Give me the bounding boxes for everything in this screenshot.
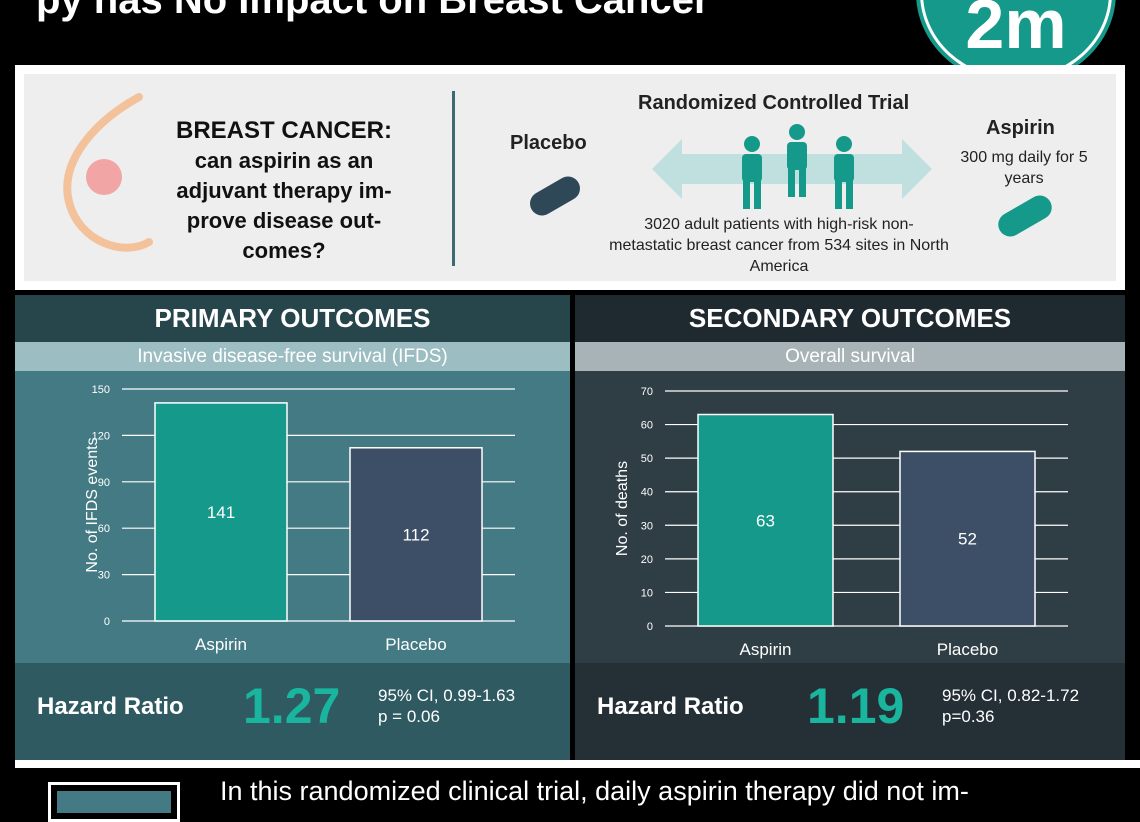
- y-tick-label: 60: [98, 523, 110, 535]
- aspirin-dose: 300 mg daily for 5 years: [960, 149, 1088, 187]
- y-tick-label: 120: [92, 430, 110, 442]
- data-label: 112: [402, 525, 429, 544]
- conclusion-band: [65, 768, 1140, 818]
- question: BREAST CANCER: can aspirin as an adjuvant…: [176, 117, 392, 263]
- page-title: py has No Impact on Breast Cancer: [36, 0, 710, 22]
- x-tick-label: Placebo: [937, 640, 998, 659]
- x-tick-label: Placebo: [385, 635, 446, 654]
- y-tick-label: 0: [647, 621, 653, 633]
- secondary-subtitle: Overall survival: [575, 342, 1125, 371]
- y-tick-label: 0: [104, 616, 110, 628]
- hr-value: 1.27: [243, 678, 341, 734]
- data-label: 52: [958, 530, 977, 549]
- secondary-outcomes-panel: SECONDARY OUTCOMES Overall survival 0 10 2…: [575, 295, 1125, 760]
- y-tick-label: 40: [641, 487, 653, 499]
- y-tick-label: 150: [92, 384, 110, 396]
- divider: [452, 91, 455, 266]
- x-tick-label: Aspirin: [740, 640, 792, 659]
- placebo-pill-icon: [530, 176, 580, 216]
- hr-label: Hazard Ratio: [37, 693, 184, 720]
- y-axis-label: No. of IFDS events: [84, 437, 101, 572]
- bar-aspirin: [697, 413, 834, 627]
- breast-icon: [63, 93, 153, 252]
- primary-outcomes-panel: PRIMARY OUTCOMES Invasive disease-free s…: [15, 295, 570, 760]
- y-tick-label: 60: [641, 420, 653, 432]
- y-tick-label: 50: [641, 453, 653, 465]
- logo-text: 2m: [965, 0, 1067, 63]
- primary-chart: 0 30 60 90 120 150 No. of IFDS events 141 Aspiri…: [84, 384, 515, 654]
- hr-label: Hazard Ratio: [597, 693, 744, 720]
- hr-ci: 95% CI, 0.82-1.72 p=0.36: [942, 686, 1080, 726]
- y-tick-label: 70: [641, 386, 653, 398]
- y-axis-label: No. of deaths: [614, 461, 631, 556]
- hr-value: 1.19: [807, 678, 905, 734]
- y-tick-label: 90: [98, 477, 110, 489]
- conclusion-text: In this randomized clinical trial, daily…: [220, 776, 969, 806]
- conclusion-icon: [48, 782, 180, 822]
- intro-panel: BREAST CANCER: can aspirin as an adjuvant…: [15, 65, 1125, 290]
- y-tick-label: 20: [641, 554, 653, 566]
- bar-placebo: [899, 450, 1036, 627]
- placebo-label: Placebo: [510, 132, 587, 154]
- secondary-chart: 0 10 20 30 40 50 60 70 No. of deaths 63 Aspirin 52 P…: [614, 386, 1068, 659]
- hr-ci: 95% CI, 0.99-1.63 p = 0.06: [378, 686, 516, 726]
- trial-label: Randomized Controlled Trial: [638, 92, 910, 114]
- population-text: 3020 adult patients with high-risk non-m…: [609, 216, 949, 275]
- divider: [15, 760, 1140, 768]
- bar-placebo: [349, 447, 483, 622]
- people-arrow-icon: [652, 124, 932, 209]
- aspirin-label: Aspirin: [986, 117, 1055, 139]
- data-label: 141: [207, 503, 235, 522]
- y-tick-label: 10: [641, 587, 653, 599]
- y-tick-label: 30: [641, 520, 653, 532]
- aspirin-pill-icon: [998, 195, 1052, 237]
- secondary-title: SECONDARY OUTCOMES: [575, 295, 1125, 342]
- bar-aspirin: [154, 402, 288, 622]
- primary-subtitle: Invasive disease-free survival (IFDS): [15, 342, 570, 371]
- primary-title: PRIMARY OUTCOMES: [15, 295, 570, 342]
- x-tick-label: Aspirin: [195, 635, 247, 654]
- data-label: 63: [756, 511, 775, 530]
- y-tick-label: 30: [98, 570, 110, 582]
